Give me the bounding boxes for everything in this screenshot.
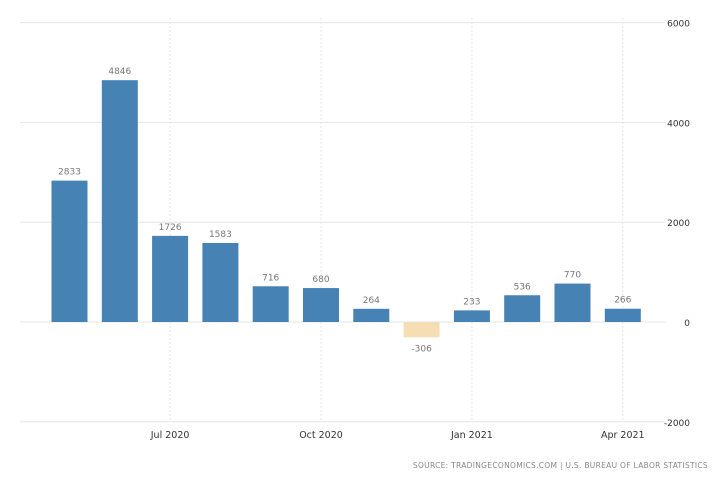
bar — [504, 295, 541, 322]
bar — [604, 308, 641, 322]
bar — [554, 283, 591, 322]
y-tick-label: 6000 — [667, 20, 690, 30]
data-label: 536 — [514, 282, 531, 292]
data-label: -306 — [411, 344, 432, 354]
bar — [353, 308, 390, 322]
bar — [152, 235, 189, 322]
x-tick-label: Apr 2021 — [601, 430, 645, 441]
bar — [453, 310, 490, 322]
source-note: SOURCE: TRADINGECONOMICS.COM | U.S. BURE… — [412, 461, 708, 470]
bar — [202, 243, 239, 322]
y-tick-label: 2000 — [667, 219, 690, 229]
data-label: 716 — [262, 273, 279, 283]
bar — [303, 288, 339, 322]
data-label: 266 — [614, 296, 631, 306]
x-tick-label: Jul 2020 — [150, 430, 190, 441]
data-label: 1726 — [159, 223, 182, 233]
data-label: 233 — [463, 297, 480, 307]
y-tick-label: -2000 — [664, 419, 690, 429]
bar — [51, 180, 88, 322]
data-label: 1583 — [209, 230, 232, 240]
data-label: 770 — [564, 271, 581, 281]
bar — [252, 286, 289, 322]
data-label: 2833 — [58, 168, 81, 178]
bar — [403, 322, 440, 338]
x-tick-label: Jan 2021 — [450, 430, 493, 441]
y-tick-label: 0 — [684, 319, 690, 329]
data-label: 680 — [312, 275, 329, 285]
bar — [101, 80, 138, 322]
data-label: 264 — [363, 296, 380, 306]
y-tick-label: 4000 — [667, 119, 690, 129]
x-tick-label: Oct 2020 — [299, 430, 343, 441]
data-label: 4846 — [108, 67, 131, 77]
